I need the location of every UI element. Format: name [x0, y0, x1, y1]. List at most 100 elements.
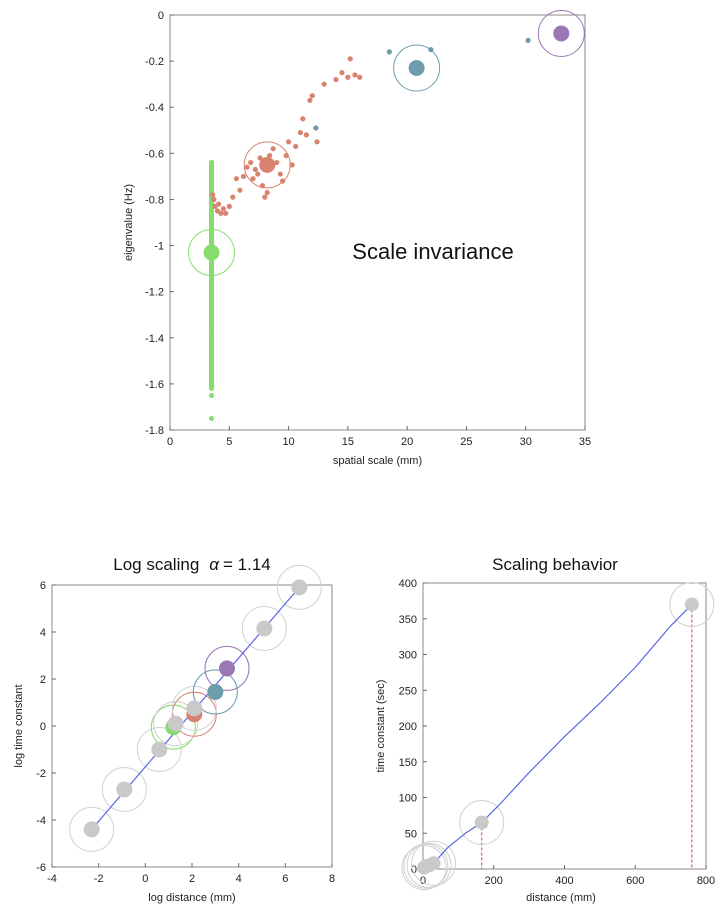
plot3-ytick-label: 150 — [399, 757, 417, 769]
red-series-point — [250, 176, 256, 182]
purple-series-ring — [537, 9, 585, 57]
plot3-point-ring — [669, 581, 715, 627]
plot3-xtick-label: 400 — [555, 875, 573, 887]
green-series-point — [208, 312, 215, 318]
plot3-title: Scaling behavior — [492, 555, 618, 574]
red-series-point — [280, 178, 286, 184]
panel-scaling-behavior: Scaling behavior 0 200 400 600 800 400 350 300 2… — [375, 555, 715, 904]
plot2-point — [219, 660, 235, 677]
plot1-annotation: Scale invariance — [352, 239, 513, 264]
green-series-point — [208, 266, 215, 272]
red-series-point — [252, 166, 258, 173]
plot2-ytick-label: 4 — [40, 627, 46, 639]
plot2-point — [83, 821, 100, 838]
red-series-point — [309, 93, 315, 99]
plot1-ytick-label: -1 — [154, 241, 164, 253]
plot3-frame — [422, 582, 707, 870]
green-series-point — [208, 330, 215, 336]
green-series-point — [208, 229, 215, 235]
plot3-xtick-label: 0 — [420, 875, 426, 887]
plot3-ytick-label: 0 — [411, 864, 417, 876]
purple-series-centroid — [553, 25, 570, 42]
plot2-point — [256, 620, 273, 637]
plot2-ytick-label: -2 — [36, 768, 46, 780]
plot2-title-text: Log scaling — [113, 555, 199, 574]
blue-series-ring — [393, 44, 441, 92]
plot2-point — [167, 715, 184, 732]
plot2-xtick-label: 8 — [329, 873, 335, 885]
green-series-point — [208, 381, 215, 387]
plot3-point — [474, 815, 489, 830]
green-series-point — [208, 374, 215, 380]
blue-series-point — [386, 49, 392, 55]
red-series-point — [293, 143, 299, 150]
panel-scale-invariance: 0 5 10 15 20 25 30 35 0 -0.2 -0.4 -0.6 -0.8 -1 -1.2 -1.… — [123, 9, 591, 467]
plot1-ytick-label: 0 — [158, 10, 164, 22]
green-series-point — [208, 238, 215, 244]
plot2-point — [186, 700, 203, 717]
plot2-point-ring — [69, 806, 115, 852]
green-series-point — [208, 365, 215, 371]
plot3-point-ring — [403, 843, 449, 889]
red-series-point — [297, 129, 304, 136]
red-series-point — [352, 72, 358, 78]
plot3-xtick-label: 200 — [485, 875, 503, 887]
plot3-ytick-label: 400 — [399, 578, 417, 590]
plot1-xlabel: spatial scale (mm) — [333, 455, 422, 467]
plot1-ytick-label: -0.8 — [145, 194, 164, 206]
red-series-point — [210, 192, 216, 198]
plot2-title-value: = 1.14 — [223, 555, 271, 574]
plot3-ytick-label: 100 — [399, 793, 417, 805]
green-series-point — [208, 321, 215, 327]
plot1-ytick-label: -0.2 — [145, 56, 164, 68]
red-series-point — [248, 159, 254, 166]
green-series-point — [208, 284, 215, 290]
plot1-ytick-label: -1.2 — [145, 287, 164, 299]
red-series-point — [347, 56, 353, 62]
plot1-ytick-label: -1.8 — [145, 425, 164, 437]
red-series-point — [300, 116, 306, 122]
plot3-point-ring — [459, 800, 505, 846]
red-series-point — [303, 132, 309, 138]
red-series-point — [274, 159, 280, 166]
green-series-point — [208, 392, 215, 399]
green-series-ring — [188, 228, 235, 276]
plot3-ytick-label: 300 — [399, 650, 417, 662]
plot1-xtick-label: 10 — [282, 436, 294, 448]
plot2-point-ring — [241, 605, 287, 651]
red-series-point — [237, 187, 243, 193]
red-series-point — [314, 139, 320, 145]
plot2-xtick-label: -2 — [94, 873, 104, 885]
plot2-point — [291, 579, 308, 596]
green-series-point — [208, 187, 215, 193]
plot2-xtick-label: 6 — [282, 873, 288, 885]
plot2-ytick-label: 2 — [40, 674, 46, 686]
blue-series-point — [525, 37, 531, 43]
plot2-xtick-label: -4 — [47, 873, 57, 885]
plot1-ytick-label: -0.4 — [145, 102, 164, 114]
plot3-ylabel: time constant (sec) — [375, 680, 387, 773]
plot1-xtick-label: 20 — [401, 436, 413, 448]
plot2-point-ring — [276, 564, 322, 610]
plot2-ytick-label: 6 — [40, 580, 46, 592]
plot2-point — [151, 741, 168, 758]
red-series-point — [285, 139, 292, 145]
green-series-point — [208, 219, 215, 226]
plot2-xlabel: log distance (mm) — [148, 892, 235, 904]
plot3-ytick-label: 350 — [399, 614, 417, 626]
red-series-point — [339, 70, 345, 76]
red-series-point — [216, 201, 222, 207]
green-series-point — [208, 339, 215, 345]
green-series-point — [208, 293, 215, 299]
plot1-xtick-label: 15 — [342, 436, 354, 448]
plot3-xtick-label: 800 — [697, 875, 715, 887]
plot3-ytick-label: 200 — [399, 721, 417, 733]
blue-series-point — [313, 125, 319, 131]
red-series-point — [244, 164, 250, 170]
plot3-ytick-label: 50 — [405, 828, 417, 840]
plot1-ytick-label: -1.6 — [145, 379, 164, 391]
red-series-point — [220, 206, 226, 212]
red-series-point — [345, 74, 351, 80]
